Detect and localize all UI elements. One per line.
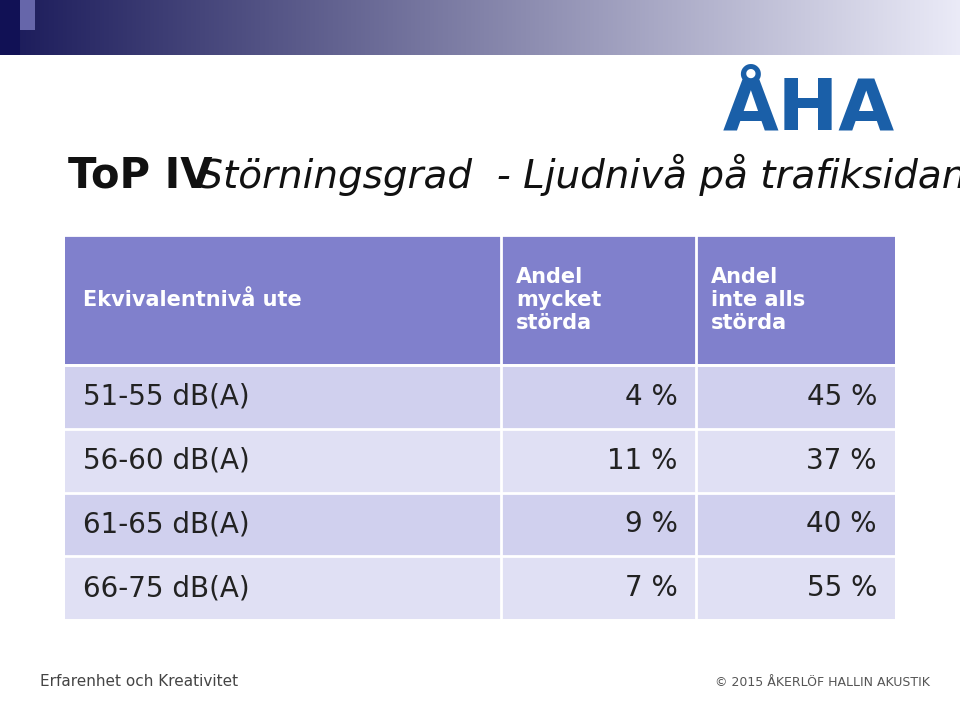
Bar — [20, 0, 35, 30]
Text: 11 %: 11 % — [608, 447, 678, 474]
Text: 55 %: 55 % — [806, 574, 877, 602]
Text: ToP IV: ToP IV — [68, 154, 212, 196]
Text: 45 %: 45 % — [806, 383, 877, 411]
Text: 4 %: 4 % — [625, 383, 678, 411]
Text: 56-60 dB(A): 56-60 dB(A) — [83, 447, 250, 474]
Bar — [501, 429, 696, 493]
Bar — [501, 365, 696, 429]
Bar — [501, 235, 696, 365]
Text: Andel
inte alls
störda: Andel inte alls störda — [710, 267, 805, 333]
Text: 9 %: 9 % — [625, 510, 678, 538]
Bar — [501, 557, 696, 620]
Bar — [696, 429, 895, 493]
Text: Andel
mycket
störda: Andel mycket störda — [516, 267, 601, 333]
Bar — [696, 235, 895, 365]
Bar — [696, 557, 895, 620]
Text: 51-55 dB(A): 51-55 dB(A) — [83, 383, 250, 411]
Text: Erfarenhet och Kreativitet: Erfarenhet och Kreativitet — [40, 674, 238, 689]
Bar — [65, 235, 501, 365]
Bar — [65, 429, 501, 493]
Bar — [0, 0, 20, 55]
Text: 40 %: 40 % — [806, 510, 877, 538]
Text: 66-75 dB(A): 66-75 dB(A) — [83, 574, 250, 602]
Bar — [65, 493, 501, 557]
Text: ÅHA: ÅHA — [723, 75, 895, 145]
Text: Ekvivalentnivå ute: Ekvivalentnivå ute — [83, 290, 301, 310]
Bar — [65, 365, 501, 429]
Text: Störningsgrad  - Ljudnivå på trafiksidan: Störningsgrad - Ljudnivå på trafiksidan — [186, 154, 960, 196]
Bar — [501, 493, 696, 557]
Text: 61-65 dB(A): 61-65 dB(A) — [83, 510, 250, 538]
Bar — [65, 557, 501, 620]
Text: 7 %: 7 % — [625, 574, 678, 602]
Bar — [696, 365, 895, 429]
Bar — [696, 493, 895, 557]
Text: 37 %: 37 % — [806, 447, 877, 474]
Text: © 2015 ÅKERLÖF HALLIN AKUSTIK: © 2015 ÅKERLÖF HALLIN AKUSTIK — [715, 676, 930, 689]
